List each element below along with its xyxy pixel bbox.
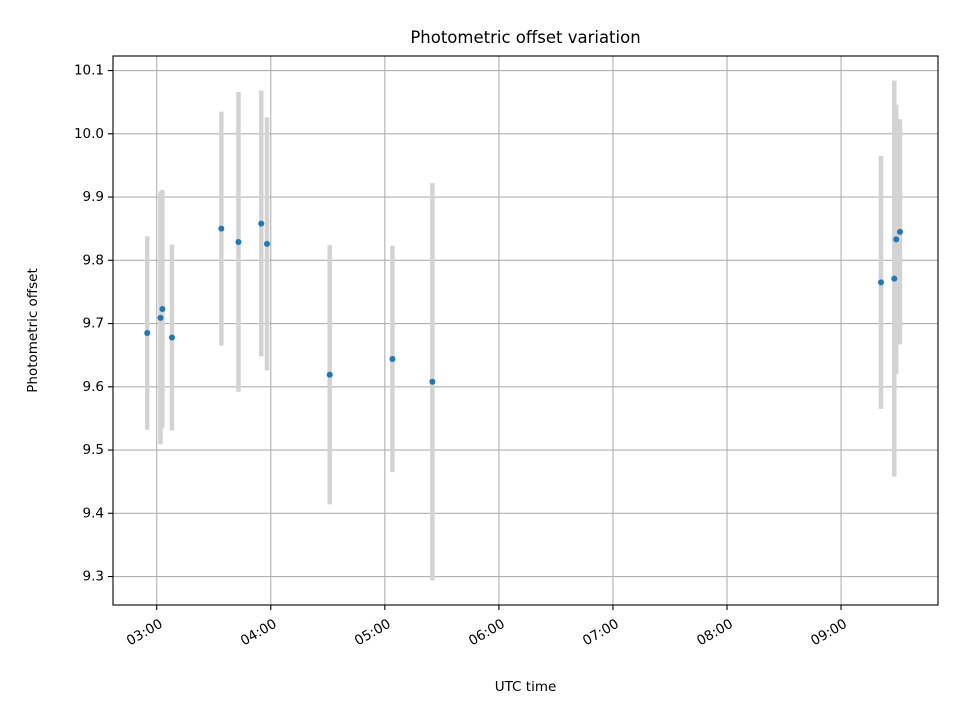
y-tick-label: 9.5 xyxy=(83,442,104,458)
data-point xyxy=(429,378,436,385)
y-tick-label: 10.1 xyxy=(74,63,104,79)
data-point xyxy=(235,238,242,245)
y-tick-label: 10.0 xyxy=(74,126,104,142)
data-point xyxy=(877,279,884,286)
data-point xyxy=(159,305,166,312)
y-axis-label: Photometric offset xyxy=(25,268,41,392)
data-point xyxy=(263,240,270,247)
data-point xyxy=(891,275,898,282)
y-tick-label: 9.4 xyxy=(83,505,104,521)
data-point xyxy=(326,371,333,378)
data-point xyxy=(168,334,175,341)
y-tick-label: 9.9 xyxy=(83,189,104,205)
y-tick-label: 9.3 xyxy=(83,569,104,585)
data-point xyxy=(144,330,151,337)
x-axis-label: UTC time xyxy=(495,679,557,695)
y-tick-label: 9.8 xyxy=(83,252,104,268)
data-point xyxy=(218,225,225,232)
data-point xyxy=(258,220,265,227)
chart-title: Photometric offset variation xyxy=(410,28,640,47)
data-point xyxy=(893,236,900,243)
plot-frame xyxy=(112,55,939,606)
data-point xyxy=(157,314,164,321)
data-point xyxy=(896,228,903,235)
y-tick-label: 9.6 xyxy=(83,379,104,395)
y-tick-label: 9.7 xyxy=(83,316,104,332)
data-point xyxy=(389,355,396,362)
data-points xyxy=(144,220,903,385)
grid-lines xyxy=(113,56,938,605)
